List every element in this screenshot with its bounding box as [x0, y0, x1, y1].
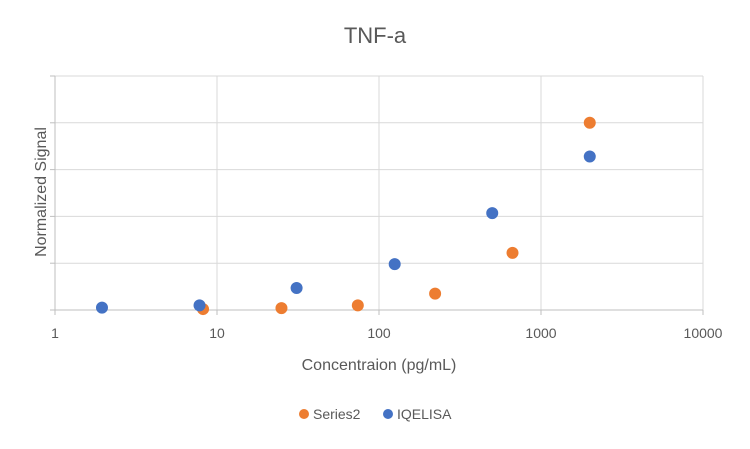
series2-point	[351, 299, 364, 312]
iqelisa-point	[486, 207, 499, 220]
legend-item: IQELISA	[383, 406, 452, 422]
iqelisa-point	[95, 301, 108, 314]
x-tick-label: 100	[367, 325, 391, 341]
series2-point	[429, 287, 442, 300]
x-tick-label: 10	[209, 325, 225, 341]
series2-point	[506, 246, 519, 259]
x-tick-label: 10000	[684, 325, 723, 341]
x-tick-label: 1000	[525, 325, 556, 341]
axes	[50, 75, 704, 315]
iqelisa-point	[290, 282, 303, 295]
legend-label: Series2	[313, 406, 361, 422]
data-points	[95, 116, 596, 316]
series2-point	[583, 116, 596, 129]
chart-title: TNF-a	[344, 23, 407, 48]
y-axis-title: Normalized Signal	[33, 127, 50, 257]
x-tick-labels: 1 10 100 1000 10000	[51, 325, 723, 341]
legend: Series2 IQELISA	[299, 406, 452, 422]
x-axis-title: Concentraion (pg/mL)	[302, 357, 457, 374]
gridlines	[55, 75, 704, 310]
legend-item: Series2	[299, 406, 361, 422]
iqelisa-point	[583, 150, 596, 163]
x-tick-label: 1	[51, 325, 59, 341]
legend-label: IQELISA	[397, 406, 452, 422]
iqelisa-point	[388, 258, 401, 271]
series2-point	[275, 302, 288, 315]
legend-marker	[299, 409, 309, 419]
legend-marker	[383, 409, 393, 419]
iqelisa-point	[193, 299, 206, 312]
